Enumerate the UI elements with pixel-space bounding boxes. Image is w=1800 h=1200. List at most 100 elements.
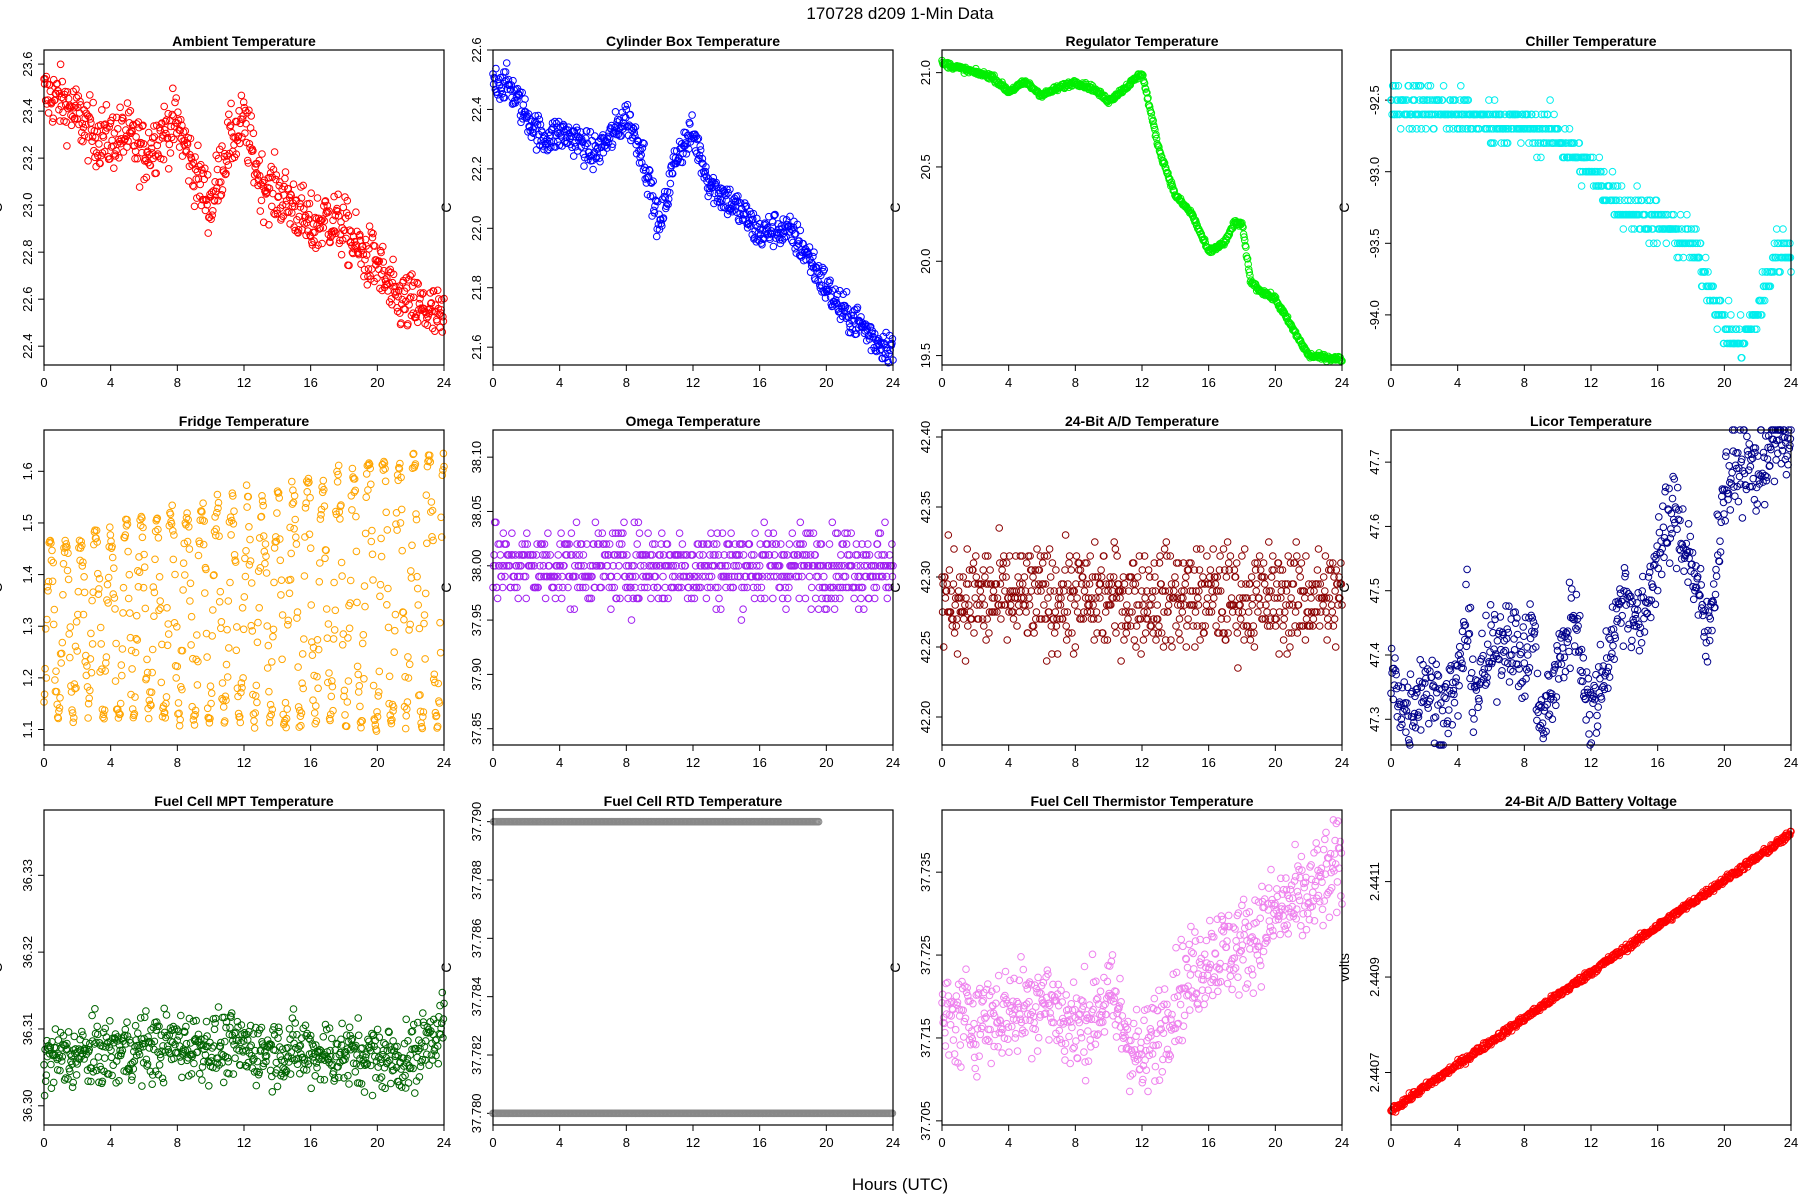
data-point	[142, 173, 151, 182]
data-point	[626, 110, 635, 119]
data-point	[100, 147, 109, 156]
data-point	[402, 274, 411, 282]
data-point	[255, 171, 264, 180]
data-point	[379, 258, 388, 266]
data-point	[239, 98, 248, 106]
data-point	[502, 59, 511, 67]
data-point	[634, 518, 643, 527]
data-point	[395, 286, 403, 295]
plot-frame	[492, 49, 894, 366]
data-point	[150, 612, 158, 621]
data-point	[351, 486, 360, 495]
y-tick-label: 21.0	[918, 60, 933, 85]
data-point	[1224, 629, 1232, 637]
data-point	[384, 623, 393, 632]
data-point	[953, 650, 962, 658]
data-point	[1139, 636, 1148, 644]
data-point	[405, 660, 414, 669]
data-point	[207, 215, 215, 223]
y-tick-label: 42.40	[918, 421, 933, 454]
data-point	[210, 197, 219, 205]
data-point	[433, 286, 442, 295]
data-point	[360, 582, 369, 590]
data-point	[422, 491, 431, 500]
data-point	[1061, 531, 1070, 539]
data-point	[324, 208, 332, 217]
data-point	[1176, 636, 1184, 644]
data-point	[193, 681, 202, 689]
data-point	[982, 636, 990, 644]
data-point	[277, 214, 286, 222]
data-point	[715, 198, 724, 207]
data-point	[143, 655, 151, 664]
data-point	[751, 529, 759, 538]
y-tick-label: 20.0	[918, 249, 933, 274]
data-point	[508, 529, 516, 538]
data-point	[401, 724, 410, 733]
x-tick-label: 16	[1201, 375, 1215, 390]
data-point	[252, 681, 261, 690]
data-point	[353, 662, 362, 671]
data-point	[393, 307, 402, 316]
data-point	[353, 598, 361, 607]
data-point	[174, 699, 183, 707]
data-point	[811, 594, 820, 603]
figure-x-label: Hours (UTC)	[852, 1175, 948, 1194]
data-point	[299, 181, 308, 190]
data-point	[726, 185, 734, 194]
data-point	[265, 221, 273, 229]
data-point	[164, 620, 172, 628]
data-point	[250, 717, 258, 725]
data-point	[88, 596, 96, 605]
data-point	[521, 95, 529, 103]
data-point	[1155, 622, 1163, 630]
data-point	[360, 265, 369, 274]
data-point	[341, 711, 349, 719]
data-point	[318, 239, 326, 248]
data-point	[1069, 650, 1078, 658]
data-point	[164, 630, 173, 638]
data-point	[131, 648, 140, 657]
data-point	[379, 242, 387, 251]
data-point	[1131, 587, 1139, 595]
data-point	[365, 222, 374, 230]
data-point	[71, 101, 80, 110]
data-point	[995, 524, 1004, 532]
data-point	[1662, 239, 1671, 248]
data-point	[348, 506, 356, 514]
y-tick-label: 22.6	[20, 287, 35, 312]
data-point	[412, 310, 421, 318]
data-point	[49, 620, 58, 629]
data-point	[312, 702, 320, 710]
data-point	[329, 635, 338, 643]
data-point	[194, 141, 202, 150]
data-point	[65, 630, 73, 638]
data-point	[232, 646, 241, 655]
data-point	[321, 554, 329, 563]
data-point	[704, 192, 713, 201]
data-point	[239, 625, 248, 634]
y-tick-label: 21.6	[469, 335, 484, 360]
y-tick-label: 1.2	[20, 669, 35, 687]
data-point	[226, 121, 235, 130]
data-point	[527, 133, 536, 141]
y-tick-label: 37.95	[469, 604, 484, 637]
data-point	[427, 299, 435, 308]
data-point	[114, 125, 122, 133]
data-point	[124, 547, 132, 556]
data-point	[1233, 629, 1242, 637]
data-point	[170, 135, 178, 144]
data-point	[761, 594, 769, 603]
data-point	[191, 153, 199, 161]
data-point	[333, 478, 342, 486]
data-point	[420, 619, 428, 628]
data-point	[361, 529, 370, 538]
data-point	[871, 346, 880, 355]
data-point	[300, 572, 309, 580]
data-point	[397, 505, 406, 514]
data-point	[349, 249, 357, 258]
data-point	[608, 143, 616, 151]
x-tick-label: 12	[1135, 375, 1149, 390]
data-point	[1015, 608, 1024, 616]
